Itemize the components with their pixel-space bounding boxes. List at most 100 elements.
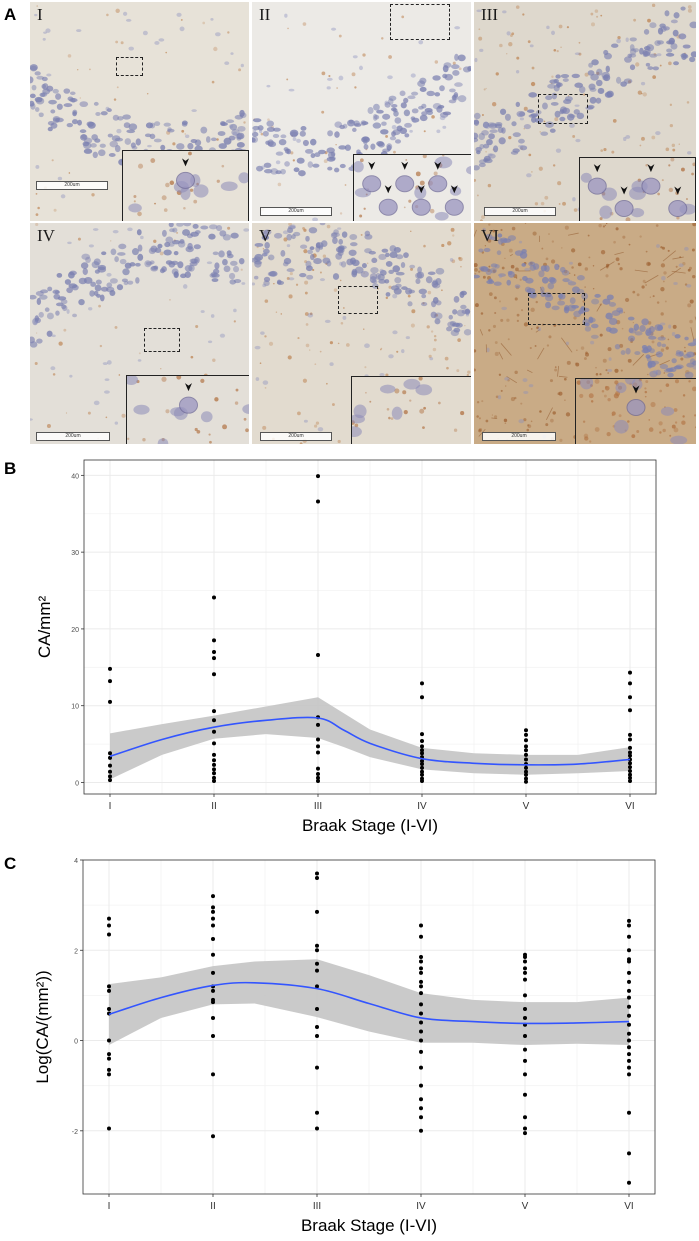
- data-point: [315, 1034, 319, 1039]
- data-point: [419, 959, 423, 964]
- plot-border: [82, 859, 656, 1195]
- data-point: [523, 959, 527, 964]
- data-point: [212, 729, 216, 734]
- data-point: [212, 672, 216, 677]
- data-point: [524, 776, 528, 781]
- data-point: [315, 984, 319, 989]
- data-point: [108, 679, 112, 684]
- data-point: [627, 1058, 631, 1063]
- data-point: [107, 1038, 111, 1043]
- data-point: [107, 1052, 111, 1057]
- tissue-texture: [474, 3, 696, 221]
- data-point: [627, 995, 631, 1000]
- data-point: [420, 681, 424, 686]
- panel-label-b: B: [4, 459, 17, 478]
- magnified-inset: [351, 376, 471, 444]
- data-point: [211, 923, 215, 928]
- arrowhead-icon: [620, 186, 628, 195]
- magnified-inset: [353, 154, 471, 221]
- micrograph-i: 200um I: [30, 2, 249, 221]
- data-point: [628, 708, 632, 713]
- data-point: [212, 752, 216, 757]
- data-point: [627, 1045, 631, 1050]
- arrowhead-icon: [632, 385, 640, 394]
- data-point: [628, 670, 632, 675]
- data-point: [211, 952, 215, 957]
- data-point: [315, 1006, 319, 1011]
- data-point: [315, 876, 319, 881]
- data-point: [627, 970, 631, 975]
- data-point: [627, 979, 631, 984]
- roi-box: [144, 328, 180, 352]
- data-point: [419, 1038, 423, 1043]
- x-tick-label: V: [522, 1201, 529, 1212]
- micrograph-vi: 200um VI: [474, 223, 696, 444]
- data-point: [419, 1128, 423, 1133]
- data-point: [524, 765, 528, 770]
- data-point: [524, 772, 528, 777]
- x-tick-label: III: [313, 1201, 321, 1212]
- data-point: [212, 778, 216, 783]
- data-point: [419, 991, 423, 996]
- data-point: [316, 744, 320, 749]
- data-point: [316, 653, 320, 658]
- x-tick-label: II: [211, 801, 217, 812]
- data-point: [212, 649, 216, 654]
- data-point: [628, 778, 632, 783]
- data-point: [108, 763, 112, 768]
- data-point: [419, 1115, 423, 1120]
- data-point: [627, 1151, 631, 1156]
- arrowhead-icon: [647, 164, 655, 173]
- data-point: [420, 762, 424, 767]
- data-point: [211, 1000, 215, 1005]
- x-tick-label: IV: [416, 1201, 426, 1212]
- smooth-fit-line: [108, 981, 630, 1025]
- data-point: [627, 1110, 631, 1115]
- data-point: [523, 1115, 527, 1120]
- micrograph-label: III: [481, 5, 498, 24]
- x-axis-title: Braak Stage (I-VI): [301, 1216, 437, 1235]
- data-point: [108, 778, 112, 783]
- data-point: [628, 681, 632, 686]
- data-point: [523, 1015, 527, 1020]
- data-point: [316, 722, 320, 727]
- data-point: [108, 699, 112, 704]
- tissue-texture: [474, 223, 696, 444]
- data-point: [524, 779, 528, 784]
- data-point: [315, 1110, 319, 1115]
- micrograph-v: 200um V: [252, 223, 471, 444]
- roi-box: [538, 94, 588, 124]
- data-point: [315, 961, 319, 966]
- data-point: [315, 968, 319, 973]
- data-point: [419, 1002, 423, 1007]
- y-tick-label: 4: [74, 858, 78, 865]
- micrograph-ii: 200um II: [252, 2, 471, 221]
- data-point: [627, 1031, 631, 1036]
- micrograph-iv: 200um IV: [30, 223, 249, 444]
- x-tick-label: VI: [625, 801, 634, 812]
- data-point: [524, 728, 528, 733]
- data-point: [211, 988, 215, 993]
- data-point: [108, 769, 112, 774]
- data-point: [108, 666, 112, 671]
- data-point: [523, 993, 527, 998]
- data-point: [107, 932, 111, 937]
- arrowhead-icon: [450, 185, 458, 194]
- data-point: [316, 778, 320, 783]
- x-tick-label: III: [314, 801, 322, 812]
- data-point: [628, 732, 632, 737]
- data-point: [316, 766, 320, 771]
- data-point: [628, 757, 632, 762]
- data-point: [627, 988, 631, 993]
- data-point: [419, 984, 423, 989]
- data-point: [211, 909, 215, 914]
- data-point: [524, 744, 528, 749]
- micrograph-label: V: [259, 226, 272, 245]
- data-point: [628, 772, 632, 777]
- panel-label-a: A: [4, 5, 17, 24]
- data-point: [628, 753, 632, 758]
- scale-bar: 200um: [36, 432, 110, 441]
- data-point: [315, 1065, 319, 1070]
- y-tick-label: 40: [71, 473, 79, 480]
- roi-box: [390, 4, 450, 40]
